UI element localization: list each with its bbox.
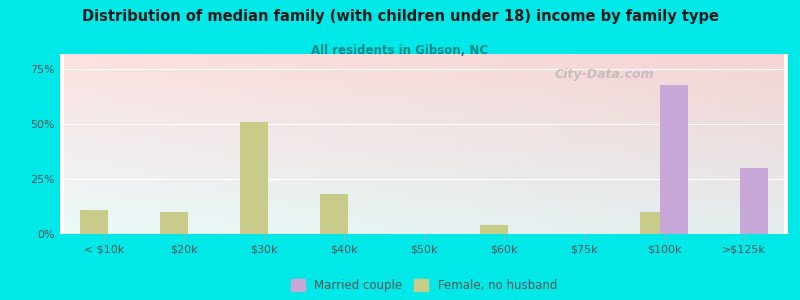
Text: City-Data.com: City-Data.com: [555, 68, 654, 81]
Bar: [80, 210, 108, 234]
Bar: [240, 122, 268, 234]
Bar: [160, 212, 188, 234]
Bar: [480, 225, 508, 234]
Bar: [640, 212, 668, 234]
Bar: [660, 85, 688, 234]
Legend: Married couple, Female, no husband: Married couple, Female, no husband: [286, 274, 562, 296]
Text: Distribution of median family (with children under 18) income by family type: Distribution of median family (with chil…: [82, 9, 718, 24]
Bar: [320, 194, 348, 234]
Text: All residents in Gibson, NC: All residents in Gibson, NC: [311, 44, 489, 56]
Bar: [740, 168, 768, 234]
